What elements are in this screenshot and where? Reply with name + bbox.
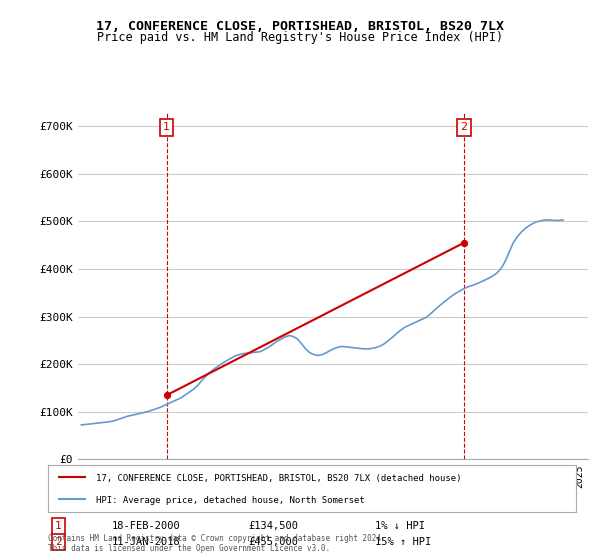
Text: 17, CONFERENCE CLOSE, PORTISHEAD, BRISTOL, BS20 7LX (detached house): 17, CONFERENCE CLOSE, PORTISHEAD, BRISTO… bbox=[95, 474, 461, 483]
Point bbox=[459, 239, 469, 248]
Text: 17, CONFERENCE CLOSE, PORTISHEAD, BRISTOL, BS20 7LX: 17, CONFERENCE CLOSE, PORTISHEAD, BRISTO… bbox=[96, 20, 504, 32]
Text: 15% ↑ HPI: 15% ↑ HPI bbox=[376, 537, 431, 547]
Point bbox=[162, 391, 172, 400]
Text: 18-FEB-2000: 18-FEB-2000 bbox=[112, 521, 180, 531]
Text: 11-JAN-2018: 11-JAN-2018 bbox=[112, 537, 180, 547]
Text: £455,000: £455,000 bbox=[248, 537, 299, 547]
Text: Price paid vs. HM Land Registry's House Price Index (HPI): Price paid vs. HM Land Registry's House … bbox=[97, 31, 503, 44]
Text: Contains HM Land Registry data © Crown copyright and database right 2024.
This d: Contains HM Land Registry data © Crown c… bbox=[48, 534, 386, 553]
Text: HPI: Average price, detached house, North Somerset: HPI: Average price, detached house, Nort… bbox=[95, 496, 364, 505]
Text: 1% ↓ HPI: 1% ↓ HPI bbox=[376, 521, 425, 531]
Text: 2: 2 bbox=[55, 537, 62, 547]
Text: 1: 1 bbox=[163, 123, 170, 132]
Text: 1: 1 bbox=[55, 521, 62, 531]
Text: 2: 2 bbox=[460, 123, 467, 132]
Text: £134,500: £134,500 bbox=[248, 521, 299, 531]
